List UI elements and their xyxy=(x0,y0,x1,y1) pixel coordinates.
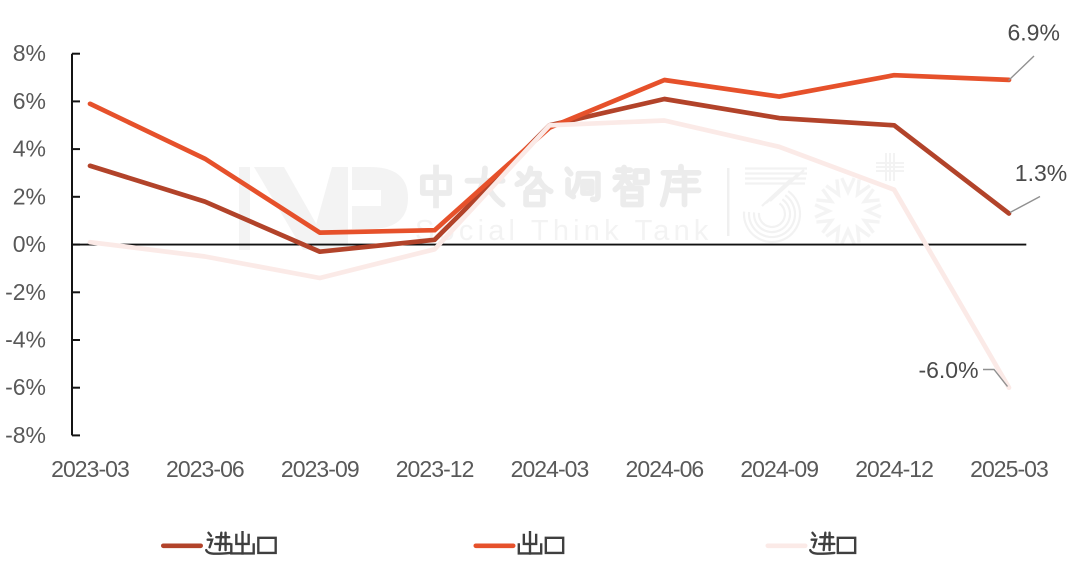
svg-text:2%: 2% xyxy=(13,183,46,209)
svg-text:0%: 0% xyxy=(13,231,46,257)
svg-text:2023-09: 2023-09 xyxy=(281,456,359,482)
svg-text:-6.0%: -6.0% xyxy=(918,357,978,383)
svg-text:-8%: -8% xyxy=(5,422,46,448)
svg-text:2025-03: 2025-03 xyxy=(970,456,1048,482)
svg-text:8%: 8% xyxy=(13,40,46,66)
svg-text:6%: 6% xyxy=(13,88,46,114)
svg-text:2023-06: 2023-06 xyxy=(166,456,244,482)
svg-text:4%: 4% xyxy=(13,136,46,162)
svg-text:2024-06: 2024-06 xyxy=(626,456,704,482)
svg-text:-6%: -6% xyxy=(5,374,46,400)
svg-text:1.3%: 1.3% xyxy=(1015,160,1067,186)
svg-text:6.9%: 6.9% xyxy=(1007,20,1059,46)
svg-text:2023-03: 2023-03 xyxy=(51,456,129,482)
svg-text:2024-12: 2024-12 xyxy=(855,456,933,482)
svg-text:2024-09: 2024-09 xyxy=(740,456,818,482)
svg-text:2023-12: 2023-12 xyxy=(396,456,474,482)
svg-text:-2%: -2% xyxy=(5,279,46,305)
svg-text:2024-03: 2024-03 xyxy=(511,456,589,482)
svg-text:-4%: -4% xyxy=(5,327,46,353)
